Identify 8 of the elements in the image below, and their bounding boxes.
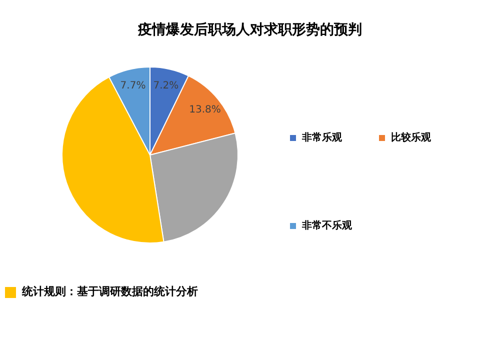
legend-label: 非常不乐观 bbox=[301, 220, 353, 232]
data-label: 13.8% bbox=[189, 104, 221, 116]
data-label: 7.2% bbox=[153, 80, 179, 92]
text: 统计规则：基于调研数据的统计分析 bbox=[21, 285, 198, 298]
legend-label: 比较乐观 bbox=[391, 132, 432, 144]
chart-title: 疫情爆发后职场人对求职形势的预判 bbox=[137, 21, 362, 38]
legend-label: 非常乐观 bbox=[301, 132, 343, 144]
data-label: 7.7% bbox=[120, 80, 146, 92]
